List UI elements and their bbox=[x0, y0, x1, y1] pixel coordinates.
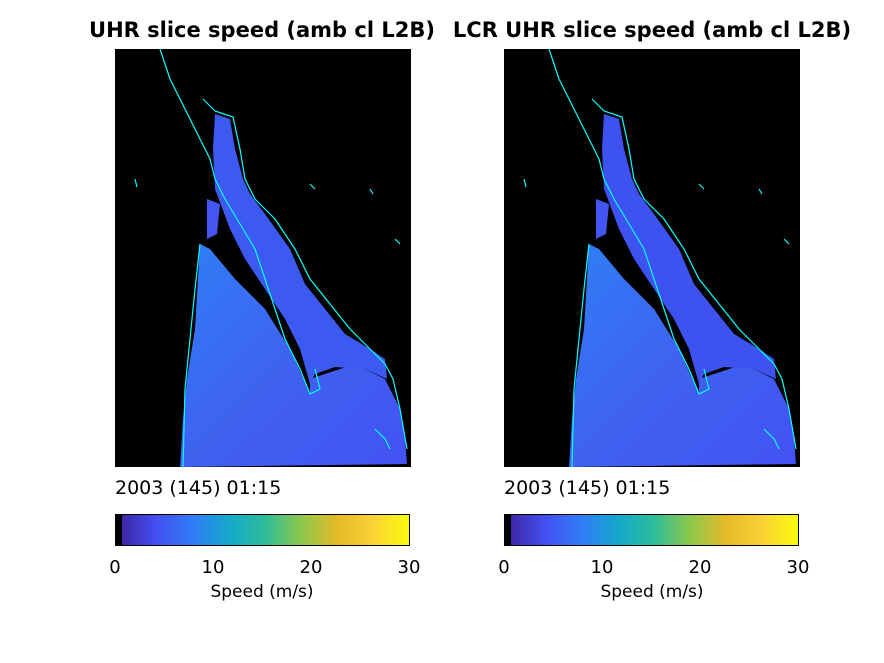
right-timestamp: 2003 (145) 01:15 bbox=[504, 477, 671, 499]
right-colorbar bbox=[504, 514, 799, 546]
right-colorbar-gradient bbox=[505, 515, 798, 545]
right-colorbar-label: Speed (m/s) bbox=[600, 582, 704, 602]
right-wind-speed-map bbox=[504, 49, 800, 467]
left-colorbar bbox=[115, 514, 410, 546]
left-colorbar-label: Speed (m/s) bbox=[210, 582, 314, 602]
left-colorbar-tick-0: 0 bbox=[109, 557, 121, 578]
left-colorbar-tick-10: 10 bbox=[201, 557, 225, 578]
right-colorbar-tick-20: 20 bbox=[688, 557, 712, 578]
left-wind-speed-map bbox=[115, 49, 411, 467]
left-panel-title: UHR slice speed (amb cl L2B) bbox=[89, 18, 435, 42]
right-panel-title: LCR UHR slice speed (amb cl L2B) bbox=[452, 18, 852, 42]
left-colorbar-tick-20: 20 bbox=[299, 557, 323, 578]
left-colorbar-gradient bbox=[116, 515, 409, 545]
left-colorbar-tick-30: 30 bbox=[397, 557, 421, 578]
left-map-image bbox=[134, 49, 408, 467]
right-colorbar-tick-10: 10 bbox=[590, 557, 614, 578]
left-timestamp: 2003 (145) 01:15 bbox=[115, 477, 282, 499]
right-map-image bbox=[523, 49, 797, 467]
right-colorbar-tick-0: 0 bbox=[498, 557, 510, 578]
right-colorbar-tick-30: 30 bbox=[786, 557, 810, 578]
